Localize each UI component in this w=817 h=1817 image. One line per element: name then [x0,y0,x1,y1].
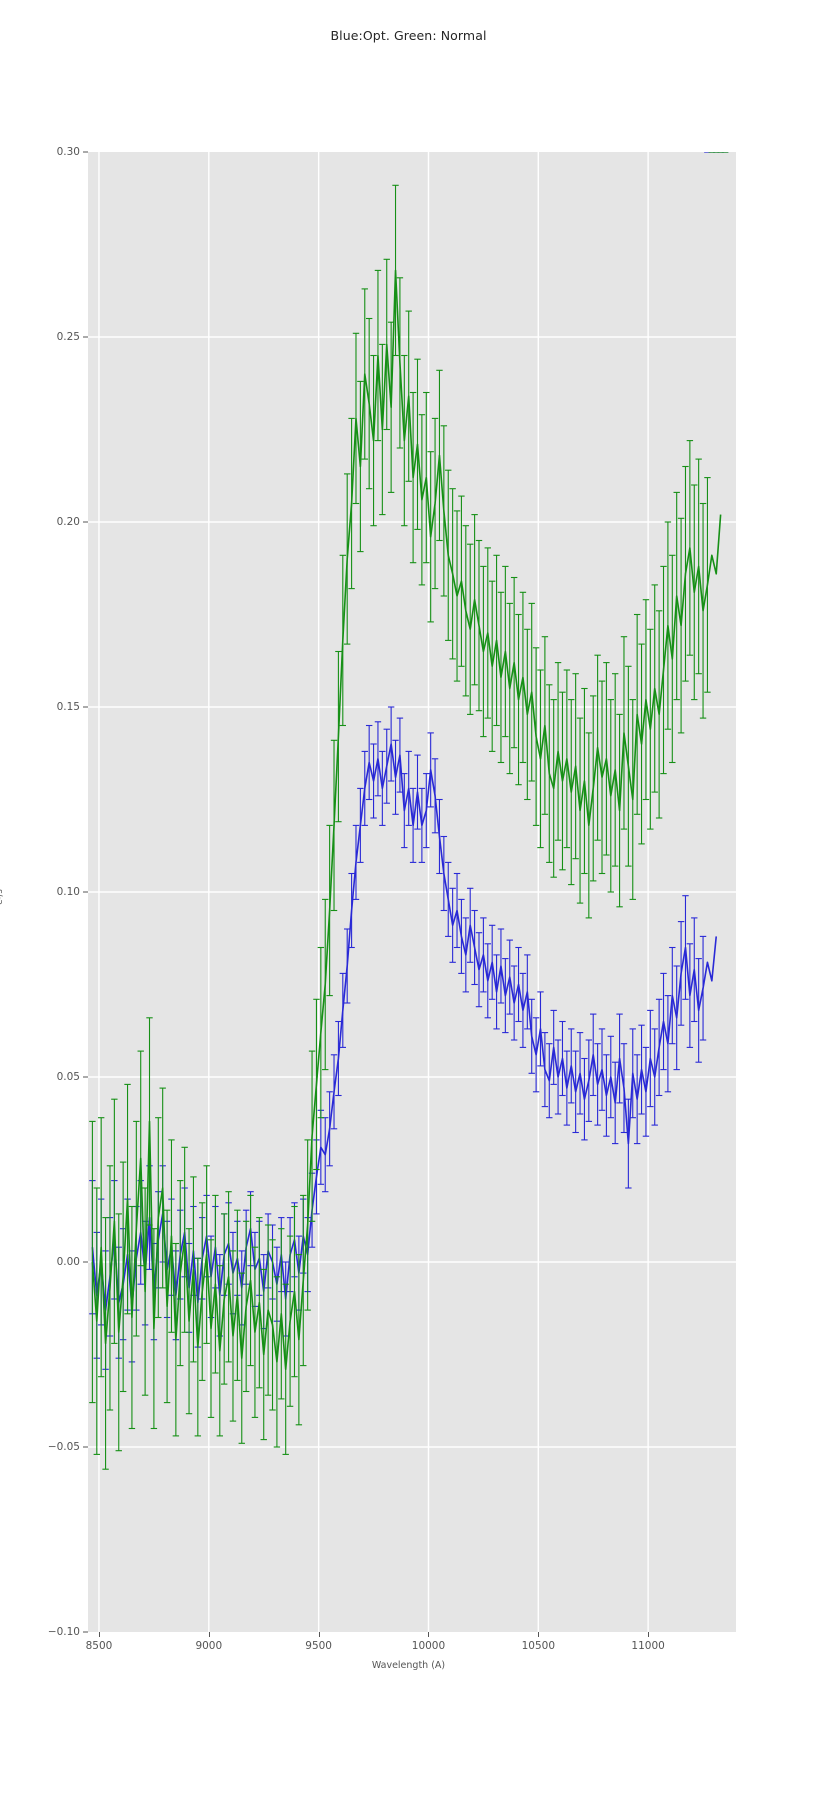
y-tick-label: 0.05 [56,1071,80,1083]
x-tick-mark [428,1632,430,1637]
y-tick-label: 0.10 [56,886,80,898]
x-tick-label: 10000 [411,1640,446,1652]
y-tick-label: 0.20 [56,516,80,528]
x-tick-label: 9500 [305,1640,332,1652]
y-tick-mark [83,1076,88,1078]
y-tick-mark [83,151,88,153]
y-tick-label: 0.00 [56,1256,80,1268]
x-tick-label: 11000 [631,1640,665,1652]
y-tick-label: 0.25 [56,331,80,343]
y-axis-label: e-/s [0,889,5,905]
x-axis-label: Wavelength (A) [371,1660,446,1671]
y-tick-label: −0.10 [47,1626,80,1638]
x-tick-label: 8500 [85,1640,113,1652]
x-tick-mark [648,1632,650,1637]
y-tick-mark [83,1446,88,1448]
x-tick-mark [318,1632,320,1637]
chart-title: Blue:Opt. Green: Normal [330,28,487,43]
x-tick-mark [538,1632,540,1637]
series-normal [89,152,729,1470]
grid-lines [88,152,736,1632]
x-tick-label: 9000 [195,1640,223,1652]
spectrum-data [89,152,729,1470]
y-tick-mark [83,521,88,523]
y-tick-label: 0.30 [56,146,80,158]
x-tick-label: 10500 [521,1640,555,1652]
y-tick-mark [83,1261,88,1263]
y-tick-mark [83,336,88,338]
y-tick-mark [83,1631,88,1633]
y-tick-mark [83,891,88,893]
x-tick-mark [98,1632,100,1637]
y-tick-label: −0.05 [47,1441,80,1453]
plot-area [88,152,736,1632]
y-tick-label: 0.15 [56,701,80,713]
x-tick-mark [208,1632,210,1637]
y-tick-mark [83,706,88,708]
